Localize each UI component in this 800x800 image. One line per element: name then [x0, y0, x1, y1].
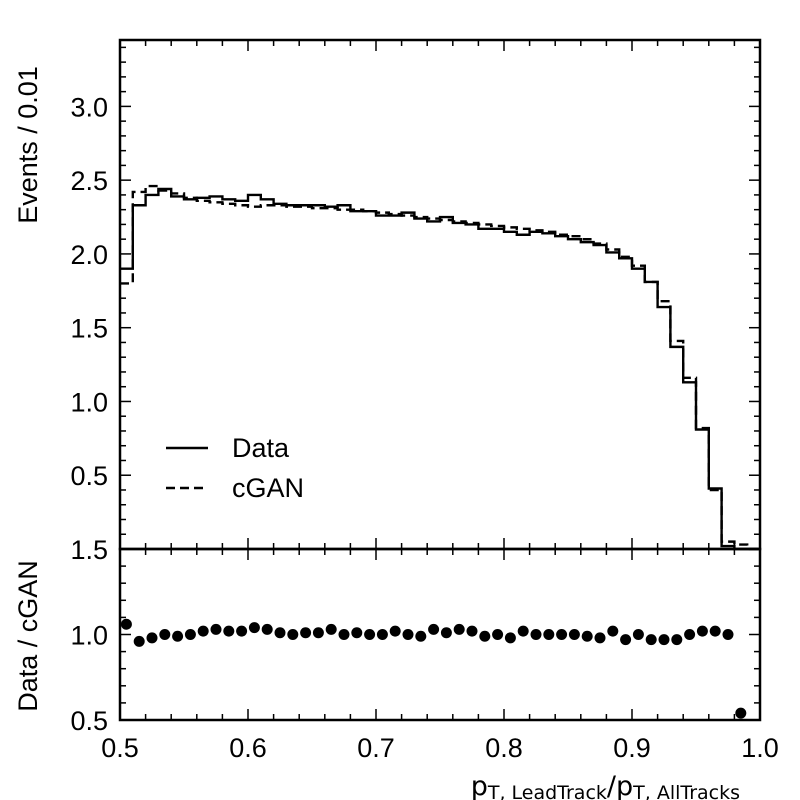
main-panel-frame [118, 38, 762, 551]
ratio-point [248, 622, 260, 634]
ratio-point [581, 630, 593, 642]
ratio-panel-points [120, 618, 747, 719]
main-y-tick-label: 1.0 [70, 387, 108, 417]
ratio-point [722, 629, 734, 640]
series-cgan-line [120, 184, 760, 551]
ratio-point [632, 629, 644, 640]
ratio-point [376, 629, 388, 640]
main-panel-ticks [119, 40, 761, 550]
ratio-point [184, 629, 196, 640]
ratio-point [389, 625, 401, 637]
ratio-point [504, 632, 516, 644]
ratio-point [671, 634, 683, 646]
ratio-point [312, 627, 324, 639]
ratio-point [223, 625, 235, 637]
ratio-point [236, 625, 248, 637]
ratio-point [364, 629, 376, 640]
ratio-point [696, 625, 708, 637]
ratio-point [159, 629, 171, 640]
ratio-point [120, 618, 132, 630]
ratio-y-tick-label: 0.5 [70, 706, 108, 736]
series-data-line [120, 187, 760, 551]
ratio-point [709, 625, 721, 637]
ratio-point [607, 625, 619, 637]
x-tick-label: 0.8 [485, 733, 523, 763]
ratio-point [556, 629, 568, 640]
ratio-point [543, 629, 555, 640]
ratio-point [197, 625, 209, 637]
main-y-tick-label: 0.5 [70, 461, 108, 491]
ratio-point [453, 623, 465, 635]
main-y-tick-label: 1.5 [70, 314, 108, 344]
legend: Data cGAN [166, 433, 304, 503]
ratio-point [146, 632, 158, 644]
ratio-point [133, 635, 145, 647]
ratio-point [466, 625, 478, 637]
ratio-point [658, 634, 670, 646]
ratio-point [645, 634, 657, 646]
ratio-point [402, 629, 414, 640]
ratio-y-axis-title: Data / cGAN [13, 560, 43, 712]
ratio-y-tick-label: 1.0 [70, 621, 108, 651]
x-tick-label: 1.0 [741, 733, 779, 763]
x-tick-label: 0.6 [229, 733, 267, 763]
ratio-point [620, 634, 632, 646]
main-y-tick-label: 2.0 [70, 240, 108, 270]
ratio-y-tick-label: 1.5 [70, 535, 108, 565]
ratio-point [210, 623, 222, 635]
ratio-point [735, 707, 747, 719]
ratio-point [325, 623, 337, 635]
legend-entry-data: Data [232, 433, 290, 463]
main-panel-series [120, 184, 760, 551]
ratio-point [684, 629, 696, 640]
ratio-point [594, 632, 606, 644]
ratio-point [300, 627, 312, 639]
main-y-tick-label: 2.5 [70, 166, 108, 196]
ratio-point [338, 629, 350, 640]
x-tick-label: 0.5 [101, 733, 139, 763]
ratio-point [428, 623, 440, 635]
legend-entry-cgan: cGAN [232, 473, 304, 503]
ratio-point [415, 630, 427, 642]
ratio-point [517, 625, 529, 637]
x-tick-labels: 0.5 0.6 0.7 0.8 0.9 1.0 [101, 733, 779, 763]
ratio-point [530, 629, 542, 640]
ratio-y-tick-labels: 0.5 1.0 1.5 [70, 535, 108, 736]
x-tick-label: 0.9 [613, 733, 651, 763]
main-y-tick-label: 3.0 [70, 92, 108, 122]
ratio-point [492, 629, 504, 640]
ratio-point [261, 623, 273, 635]
ratio-point [568, 629, 580, 640]
x-tick-label: 0.7 [357, 733, 395, 763]
ratio-point [172, 630, 184, 642]
ratio-point [479, 630, 491, 642]
ratio-point [274, 627, 286, 639]
ratio-point [287, 629, 299, 640]
ratio-panel-frame [118, 547, 762, 722]
ratio-point [351, 627, 363, 639]
ratio-point [440, 627, 452, 639]
x-axis-title: pT, LeadTrack/pT, AllTracks [471, 771, 740, 800]
main-y-tick-labels: 0.5 1.0 1.5 2.0 2.5 3.0 [70, 92, 108, 491]
main-y-axis-title: Events / 0.01 [13, 66, 43, 224]
